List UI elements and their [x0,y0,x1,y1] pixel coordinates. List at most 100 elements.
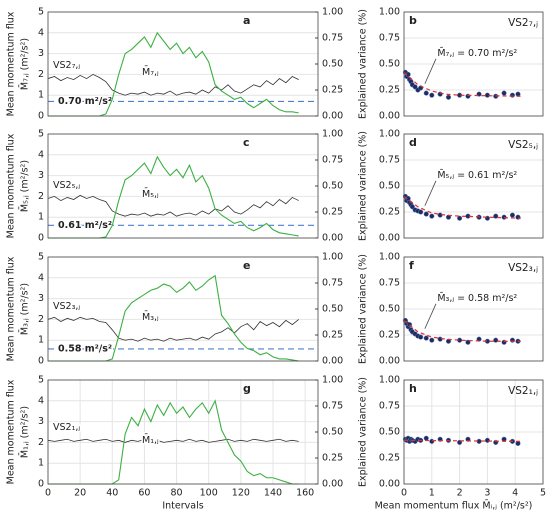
y-tick-label: 1.00 [379,252,400,263]
y-tick-label: 5 [38,252,44,263]
plot-frame [47,379,319,485]
y-tick-label: 2 [38,437,44,448]
series-label: M̄₃,ⱼ [142,311,159,323]
y-axis-label: Mean momentum flux [6,256,17,361]
y2-tick-label: 0.25 [322,207,343,218]
x-tick-label: 100 [200,488,218,499]
y-axis-label: M̄₇,ⱼ (m²/s²) [19,38,31,90]
panel-letter: a [243,14,250,27]
x-tick-label: 160 [296,488,314,499]
y2-tick-label: 0.25 [322,330,343,341]
scatter-point [429,438,435,444]
series-label: M̄₇,ⱼ [142,66,159,78]
y2-tick-label: 0.25 [322,453,343,464]
reference-label: 0.61 m²/s² [58,220,112,231]
panel-letter: g [243,382,251,395]
y-tick-label: 1 [38,335,44,346]
y-tick-label: 3 [38,170,44,181]
series-label: M̄₅,ⱼ [142,188,159,200]
scatter-point [418,209,424,215]
y-tick-label: 4 [38,272,44,283]
y2-axis-label: Explained variance (%) [358,9,369,119]
reference-label: 0.58 m²/s² [58,343,112,354]
y-tick-label: 0.75 [379,155,400,166]
plot-bg [48,12,318,116]
series-label: VS2₃,ⱼ [53,301,80,312]
x-tick-label: 20 [74,488,86,499]
y2-axis-label: Explained variance (%) [358,131,369,241]
y-tick-label: 3 [38,293,44,304]
y-tick-label: 1 [38,90,44,101]
plot-frame [403,11,544,117]
y-axis-label: Mean momentum flux [6,11,17,116]
y-tick-label: 4 [38,149,44,160]
y-tick-label: 1.00 [379,7,400,18]
scatter-point [423,435,429,441]
panel-series-label: VS2₇,ⱼ [508,17,538,29]
y2-tick-label: 0.00 [322,111,343,122]
panel-letter: d [409,136,417,149]
annotation: M̄₅,ⱼ = 0.61 m²/s² [437,169,517,181]
y2-tick-label: 0.75 [322,401,343,412]
annotation: M̄₇,ⱼ = 0.70 m²/s² [437,47,517,59]
panel-series-label: VS2₁,ⱼ [508,385,538,397]
plot-frame [47,11,319,117]
y2-axis-label: Explained variance (%) [358,377,369,487]
scatter-point [501,90,507,96]
panel-letter: c [243,136,250,149]
plot-frame [403,379,544,485]
y-tick-label: 4 [38,395,44,406]
plot-frame [403,256,544,362]
scatter-point [445,94,452,100]
plot-bg [48,380,318,484]
y-tick-label: 0.50 [379,304,400,315]
y-tick-label: 5 [38,7,44,18]
scatter-point [423,90,429,96]
scatter-point [409,204,415,210]
y-tick-label: 0.25 [379,85,400,96]
annotation-leader [424,58,437,84]
series-line [47,438,299,443]
y-axis-label: M̄₁,ⱼ (m²/s²) [19,406,31,458]
y2-tick-label: 0.50 [322,181,343,192]
x-tick-label: 3 [484,488,490,499]
x-tick-label: 60 [138,488,150,499]
y-tick-label: 0 [38,479,44,490]
y2-tick-label: 0.75 [322,155,343,166]
y-tick-label: 0.25 [379,330,400,341]
y-tick-label: 1.00 [379,375,400,386]
series-label: VS2₁,ⱼ [53,422,80,433]
panel-series-label: VS2₃,ⱼ [508,262,538,274]
annotation: M̄₃,ⱼ = 0.58 m²/s² [437,292,517,304]
panel-series-label: VS2₅,ⱼ [508,139,538,151]
panel-letter: f [409,259,414,272]
y-axis-label: M̄₃,ⱼ (m²/s²) [19,283,31,335]
series-line [47,73,299,96]
panel-letter: b [409,14,417,27]
y-tick-label: 0 [38,111,44,122]
scatter-point [484,437,490,443]
x-axis-label: Intervals [162,501,203,512]
y-tick-label: 0.00 [379,356,400,367]
y-tick-label: 3 [38,416,44,427]
scatter-point [509,92,515,98]
scatter-point [423,211,429,217]
plot-bg [48,257,318,361]
fit-line [403,195,521,219]
y2-tick-label: 1.00 [322,7,343,18]
series-label: VS2₇,ⱼ [53,60,80,71]
y-tick-label: 0.00 [379,479,400,490]
x-tick-label: 0 [45,488,51,499]
x-tick-label: 4 [512,488,518,499]
plot-bg [48,134,318,238]
y-tick-label: 0 [38,356,44,367]
plot-frame [47,133,319,239]
y-tick-label: 0.75 [379,401,400,412]
y2-tick-label: 0.00 [322,233,343,244]
series-line [47,316,299,342]
x-tick-label: 140 [264,488,282,499]
y2-tick-label: 1.00 [322,252,343,263]
annotation-leader [424,303,437,329]
x-tick-label: 120 [232,488,250,499]
